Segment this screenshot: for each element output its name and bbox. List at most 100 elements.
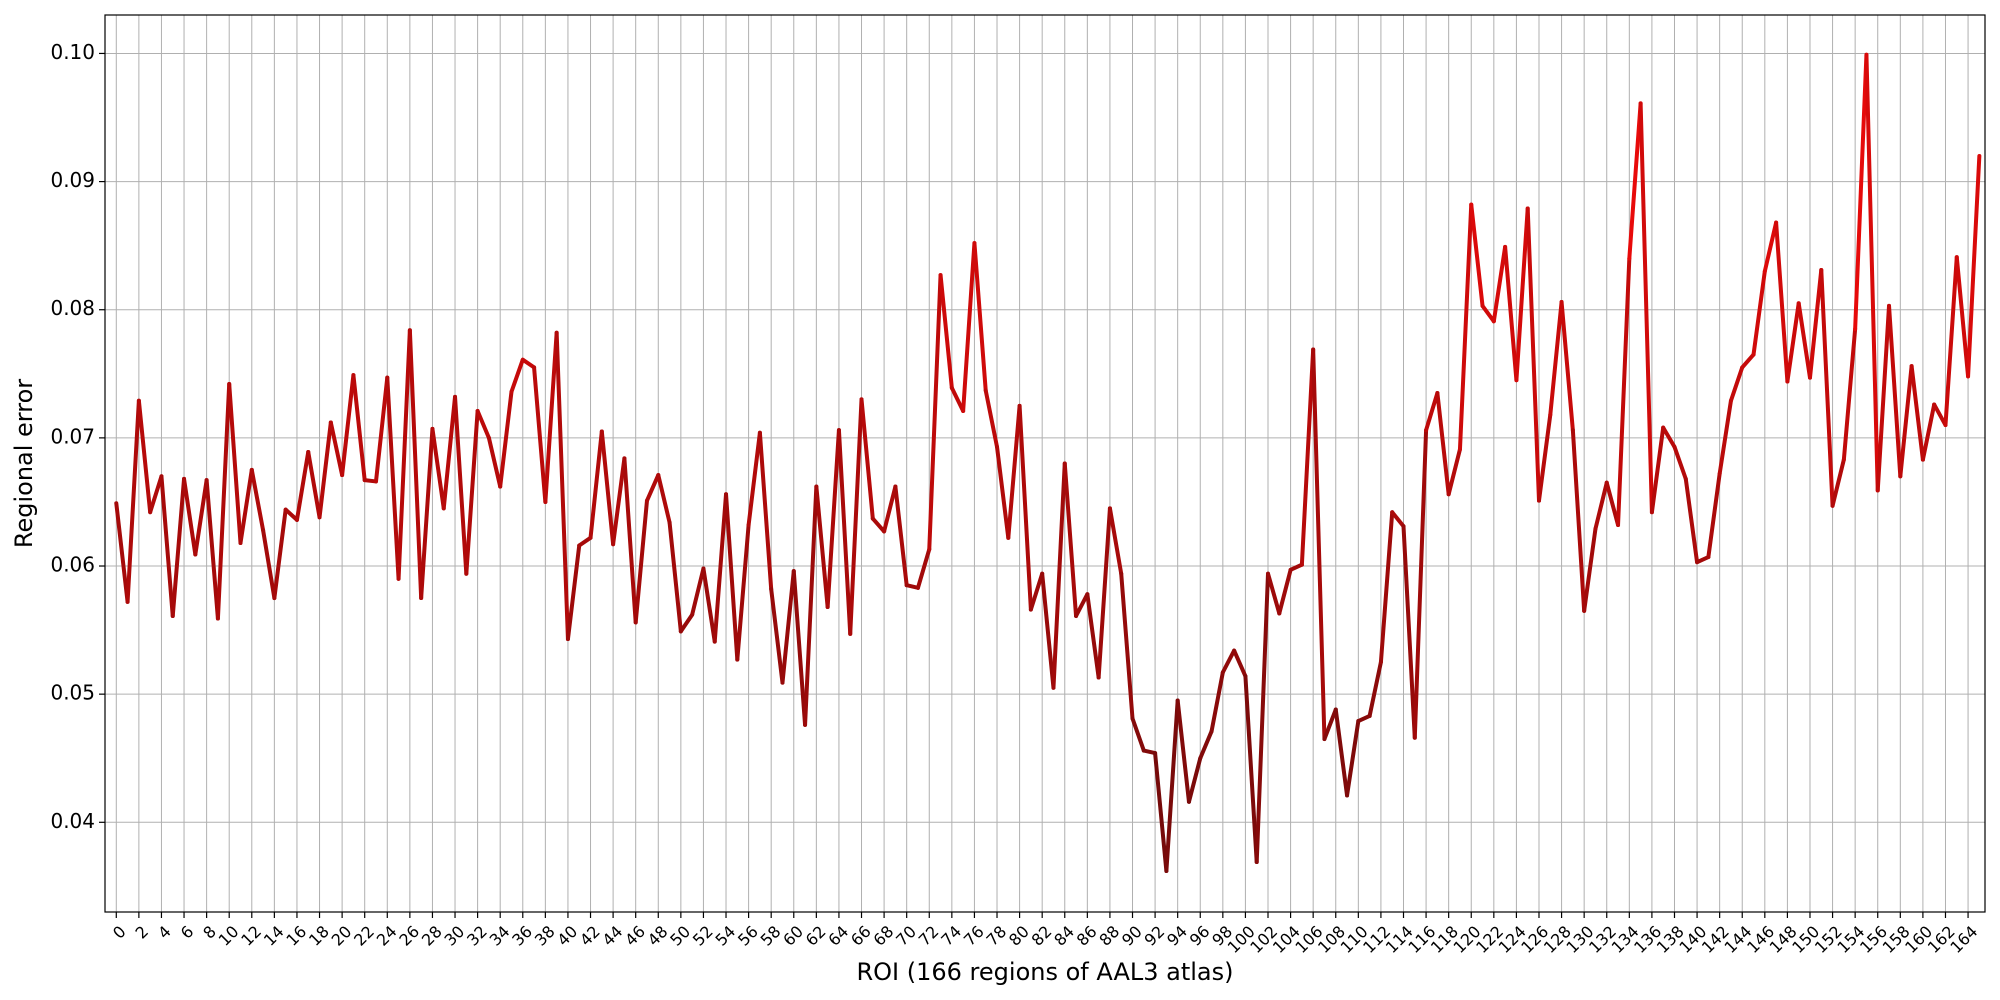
line-segment (215, 382, 232, 621)
line-segment (1232, 648, 1248, 679)
line-segment (1446, 447, 1462, 497)
y-tick-label: 0.09 (50, 168, 95, 192)
line-segment (656, 473, 672, 525)
line-segment (486, 435, 503, 489)
line-segment (611, 456, 627, 547)
line-segment (317, 420, 333, 520)
line-segment (1469, 202, 1485, 308)
line-segment (1695, 555, 1711, 565)
line-segment (1062, 461, 1079, 618)
line-segment (1514, 206, 1530, 383)
line-segment (995, 444, 1011, 540)
line-segment (1322, 707, 1338, 742)
x-tick-label: 4 (154, 922, 175, 943)
line-segment (1480, 303, 1496, 324)
plot-frame (104, 14, 1986, 913)
line-segment (724, 492, 740, 662)
line-segment (1074, 592, 1090, 618)
line-segment (1841, 326, 1858, 462)
line-segment (1096, 506, 1112, 680)
line-segment (972, 241, 988, 393)
line-segment (1367, 660, 1383, 718)
series-line (114, 52, 1982, 873)
line-segment (1762, 220, 1779, 274)
line-segment (622, 456, 638, 625)
line-segment (927, 273, 943, 552)
line-segment (791, 569, 808, 727)
line-segment (351, 373, 367, 483)
line-segment (836, 428, 853, 636)
x-tick-label: 164 (1946, 922, 1981, 957)
line-segment (1220, 648, 1237, 675)
line-segment (272, 507, 288, 601)
line-segment (1333, 707, 1350, 798)
line-segment (114, 501, 130, 604)
line-segment (1356, 713, 1372, 724)
line-segment (1277, 567, 1293, 616)
line-segment (385, 375, 401, 581)
x-tick-label: 2 (132, 922, 153, 943)
line-segment (261, 528, 277, 601)
line-segment (882, 484, 898, 534)
line-segment (283, 507, 299, 522)
line-segment (125, 398, 141, 604)
line-segment (328, 420, 345, 478)
line-segment (1830, 457, 1846, 508)
line-segment (1853, 52, 1869, 331)
line-segment (1943, 255, 1959, 428)
line-segment (1627, 101, 1643, 261)
line-segment (1209, 670, 1225, 734)
line-segment (870, 516, 887, 534)
line-segment (249, 467, 266, 533)
line-segment (159, 474, 175, 618)
line-segment (554, 330, 570, 642)
line-segment (1028, 571, 1045, 612)
line-segment (701, 566, 717, 644)
line-segment (1582, 526, 1598, 613)
line-segment (1006, 403, 1022, 540)
line-segment (396, 328, 412, 581)
line-segment (1503, 244, 1519, 383)
line-segment (757, 430, 774, 592)
line-segment (1491, 244, 1508, 324)
line-segment (148, 474, 164, 515)
line-segment (1672, 444, 1688, 481)
line-segment (690, 566, 706, 617)
line-segment (532, 365, 548, 504)
line-segment (633, 498, 649, 625)
line-segment (1717, 398, 1733, 476)
line-segment (1570, 428, 1587, 613)
line-segment (915, 547, 932, 590)
line-segment (1966, 153, 1982, 379)
line-segment (1266, 571, 1282, 616)
line-segment (588, 429, 604, 540)
line-segment (1796, 301, 1812, 380)
line-segment (294, 449, 311, 522)
line-segment (441, 394, 458, 511)
line-segment (1457, 202, 1474, 452)
line-segment (1593, 480, 1609, 531)
line-segment (373, 375, 390, 484)
line-segment (1638, 101, 1654, 515)
line-segment (1932, 402, 1948, 428)
line-segment (1807, 268, 1824, 380)
line-segment (1345, 719, 1361, 798)
line-segment (430, 426, 446, 511)
line-segment (464, 408, 480, 576)
line-segment (1311, 347, 1327, 742)
line-segment (1740, 352, 1756, 370)
line-segment (1299, 347, 1316, 567)
line-segment (1164, 698, 1180, 873)
line-segment (1424, 391, 1440, 433)
line-segment (1785, 301, 1801, 384)
line-segment (227, 382, 243, 545)
x-axis-title: ROI (166 regions of AAL3 atlas) (856, 958, 1233, 986)
line-segment (238, 467, 254, 545)
line-segment (893, 484, 909, 588)
y-axis-title: Regional error (10, 379, 38, 548)
line-segment (407, 328, 424, 601)
line-segment (1412, 428, 1429, 740)
line-segment (1040, 571, 1056, 690)
line-segment (1107, 506, 1124, 576)
